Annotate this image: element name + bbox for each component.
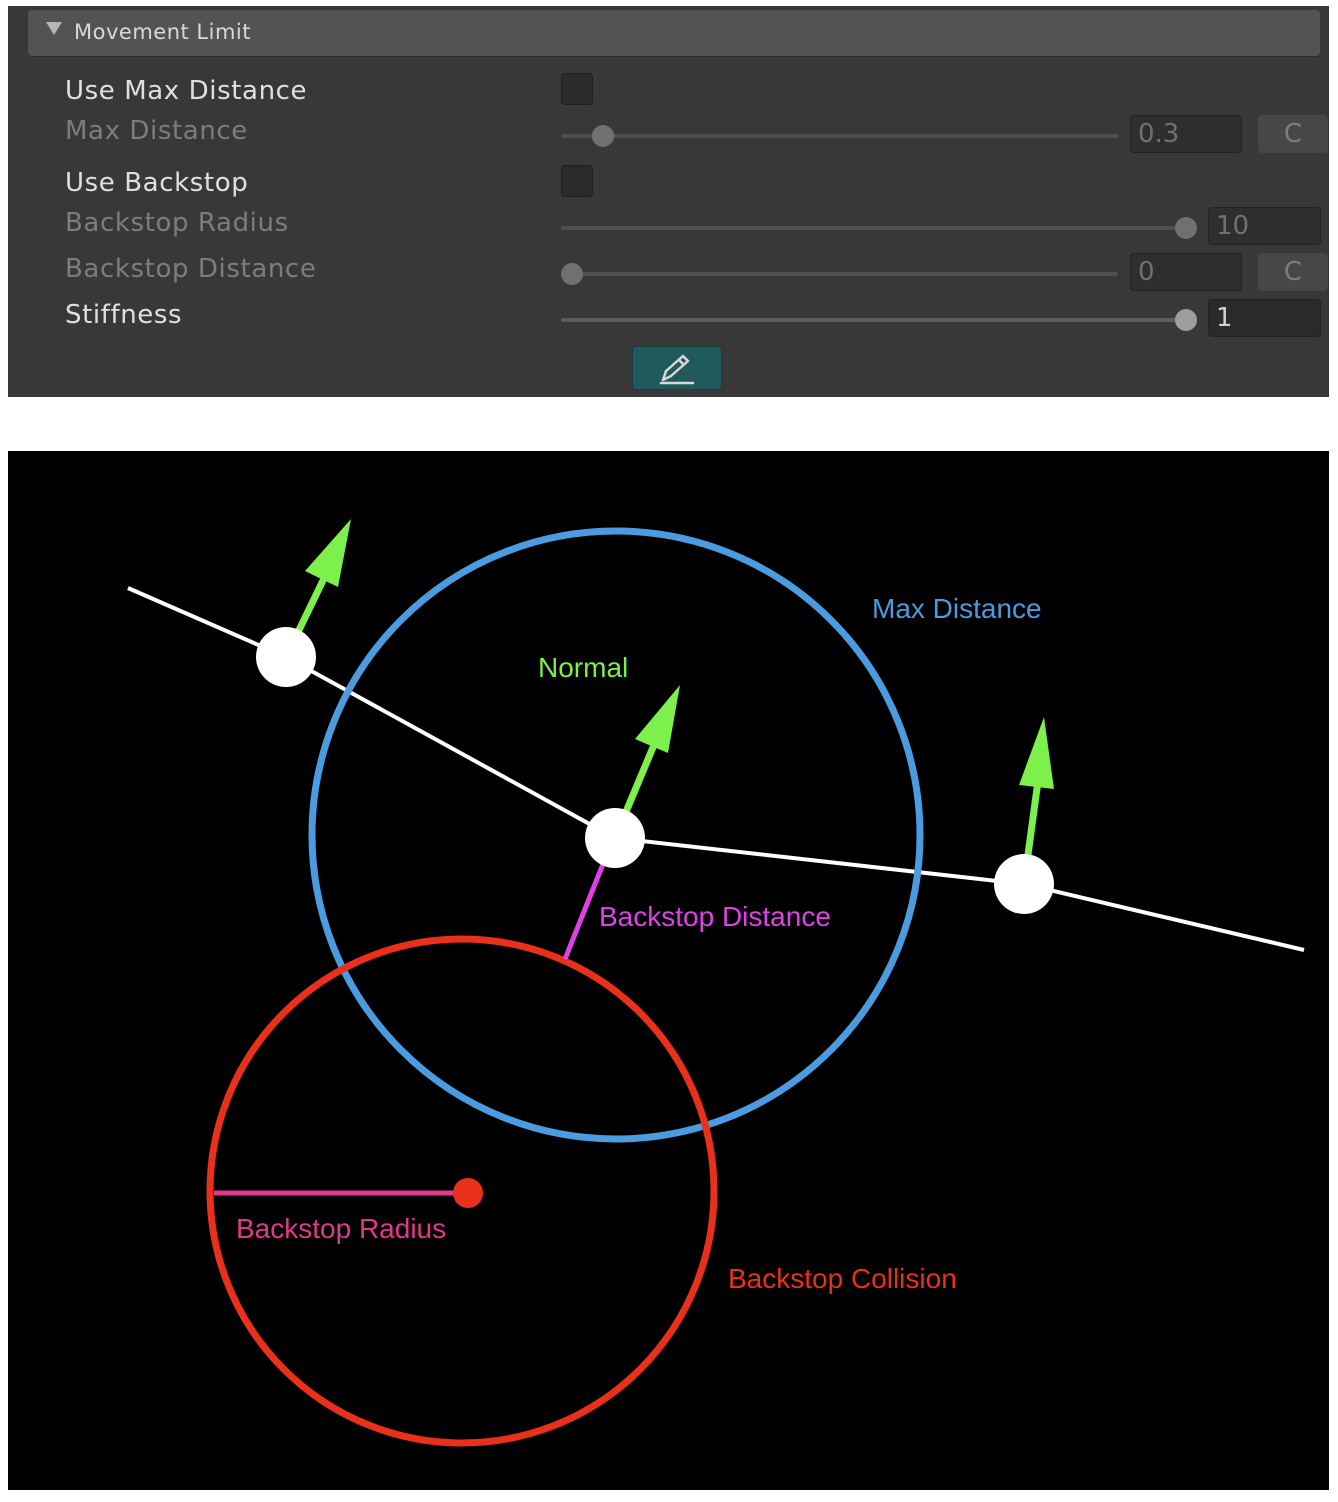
label-stiffness: Stiffness — [65, 300, 183, 330]
max-distance-curve-button[interactable]: C — [1258, 115, 1328, 153]
use-max-distance-checkbox[interactable] — [561, 73, 593, 105]
row-stiffness: Stiffness 1 — [8, 294, 1329, 340]
label-backstop-collision: Backstop Collision — [728, 1263, 957, 1294]
row-max-distance: Max Distance 0.3 C — [8, 110, 1329, 156]
bone-node-right — [994, 854, 1054, 914]
row-backstop-distance: Backstop Distance 0 C — [8, 248, 1329, 294]
bone-node-center — [585, 808, 645, 868]
diagram-canvas — [127, 519, 1305, 1447]
row-use-max-distance: Use Max Distance — [8, 70, 1329, 116]
label-backstop-radius-diagram: Backstop Radius — [236, 1213, 447, 1244]
max-distance-slider-track[interactable] — [561, 134, 1118, 138]
pencil-icon — [659, 354, 695, 385]
backstop-distance-slider-thumb[interactable] — [561, 263, 583, 285]
backstop-distance-curve-button[interactable]: C — [1258, 253, 1328, 291]
section-header-movement-limit[interactable]: Movement Limit — [28, 10, 1320, 56]
label-backstop-distance-diagram: Backstop Distance — [599, 901, 831, 932]
bone-node-left — [256, 627, 316, 687]
max-distance-slider-thumb[interactable] — [592, 125, 614, 147]
backstop-distance-value-field[interactable]: 0 — [1130, 253, 1242, 291]
label-max-distance-diagram: Max Distance — [872, 593, 1042, 624]
backstop-distance-line — [562, 863, 606, 960]
label-max-distance: Max Distance — [65, 116, 248, 146]
backstop-collision-circle — [206, 935, 718, 1447]
edit-limit-button[interactable] — [632, 346, 722, 390]
use-backstop-checkbox[interactable] — [561, 165, 593, 197]
label-use-backstop: Use Backstop — [65, 168, 249, 198]
label-backstop-distance: Backstop Distance — [65, 254, 317, 284]
stiffness-slider-track[interactable] — [561, 318, 1189, 322]
row-backstop-radius: Backstop Radius 10 — [8, 202, 1329, 248]
foldout-triangle-icon[interactable] — [46, 22, 62, 35]
stiffness-value-field[interactable]: 1 — [1208, 299, 1321, 337]
backstop-radius-slider-thumb[interactable] — [1175, 217, 1197, 239]
backstop-distance-slider-track[interactable] — [561, 272, 1118, 276]
row-use-backstop: Use Backstop — [8, 162, 1329, 208]
backstop-center-dot — [453, 1178, 483, 1208]
label-use-max-distance: Use Max Distance — [65, 76, 308, 106]
max-distance-value-field[interactable]: 0.3 — [1130, 115, 1242, 153]
label-normal: Normal — [538, 652, 629, 683]
backstop-radius-value-field[interactable]: 10 — [1208, 207, 1321, 245]
backstop-radius-slider-track[interactable] — [561, 226, 1189, 230]
stiffness-slider-thumb[interactable] — [1175, 309, 1197, 331]
section-title: Movement Limit — [74, 20, 251, 44]
label-backstop-radius: Backstop Radius — [65, 208, 289, 238]
inspector-panel: Movement Limit Use Max Distance Max Dist… — [8, 6, 1329, 397]
max-distance-circle — [308, 527, 924, 1143]
backstop-diagram: Max Distance Normal Backstop Distance Ba… — [8, 451, 1329, 1490]
